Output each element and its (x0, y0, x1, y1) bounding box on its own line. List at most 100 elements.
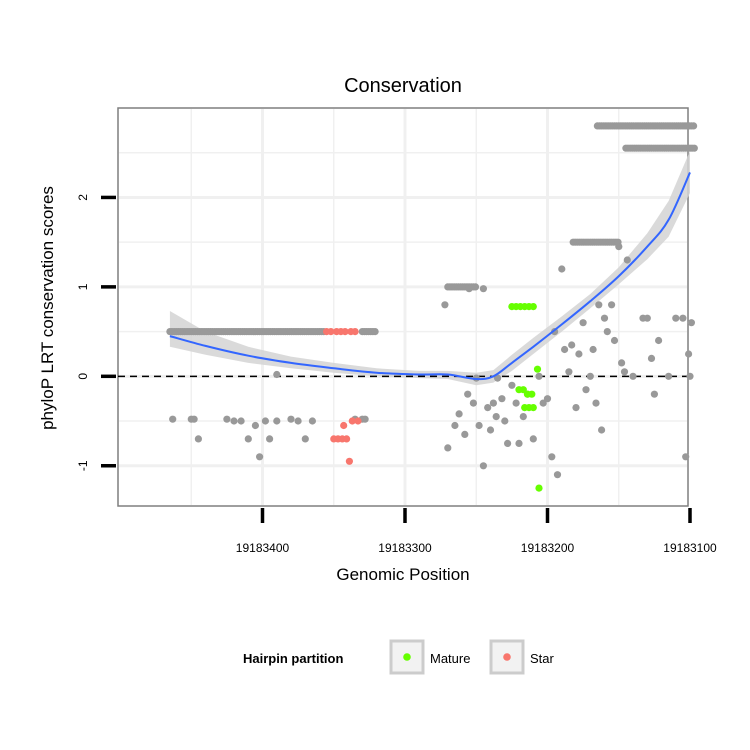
data-point-other (690, 122, 698, 130)
data-point-other (441, 301, 449, 309)
data-point-other (455, 410, 463, 418)
data-point-other (251, 421, 259, 430)
data-point-other (190, 415, 198, 423)
data-point-other (623, 256, 631, 264)
legend-title: Hairpin partition (243, 651, 343, 666)
y-tick-label: -1 (76, 460, 90, 471)
x-axis-title: Genomic Position (336, 565, 469, 584)
data-point-other (469, 399, 477, 407)
legend-item-mature: Mature (389, 639, 470, 675)
data-point-mature (529, 303, 537, 311)
data-point-other (682, 453, 690, 461)
plot-panel (117, 107, 698, 507)
x-axis: 19183400 19183300 19183200 19183100 (236, 508, 717, 555)
plot-border (117, 107, 689, 507)
data-point-other (589, 345, 597, 354)
smooth-curve (169, 171, 691, 381)
data-point-other (479, 285, 487, 293)
data-point-star (351, 328, 359, 336)
data-point-other (504, 439, 512, 447)
data-point-other (371, 328, 379, 336)
data-point-other (647, 354, 656, 362)
data-point-other (608, 301, 616, 309)
data-points (166, 122, 698, 492)
data-point-other (244, 435, 252, 443)
data-point-other (515, 439, 523, 447)
data-point-star (348, 417, 356, 425)
data-point-other (484, 404, 492, 412)
legend-dot-star (503, 653, 511, 661)
data-point-other (444, 444, 452, 452)
data-point-mature (528, 390, 536, 398)
data-point-other (679, 314, 687, 322)
data-point-other (615, 243, 623, 251)
y-tick-label: 0 (76, 373, 90, 380)
data-point-other (565, 368, 573, 376)
data-point-other (539, 399, 547, 407)
data-point-mature (535, 484, 543, 492)
data-point-star (345, 457, 353, 465)
data-point-other (672, 314, 680, 322)
data-point-other (287, 415, 295, 423)
data-point-other (464, 390, 472, 398)
legend-label-star: Star (530, 651, 555, 666)
data-point-other (561, 345, 569, 354)
data-point-other (461, 430, 469, 438)
data-point-other (519, 413, 527, 421)
data-point-other (308, 417, 316, 425)
data-point-other (568, 341, 576, 349)
data-point-other (690, 144, 698, 152)
data-point-star (354, 417, 362, 425)
data-point-other (643, 314, 651, 322)
data-point-other (572, 404, 580, 412)
data-point-other (451, 421, 459, 430)
data-point-other (273, 370, 281, 379)
data-point-other (535, 372, 543, 380)
data-point-mature (533, 365, 542, 373)
data-point-other (579, 319, 587, 327)
y-axis-title: phyloP LRT conservation scores (38, 186, 57, 430)
data-point-other (494, 374, 502, 382)
data-point-other (471, 283, 480, 291)
legend: Hairpin partition Mature Star (243, 639, 555, 675)
legend-item-star: Star (489, 639, 555, 675)
data-point-other (548, 453, 556, 461)
x-tick-label: 19183400 (236, 541, 290, 555)
data-point-other (592, 399, 600, 407)
data-point-other (266, 435, 274, 443)
data-point-other (553, 471, 562, 479)
data-point-other (603, 328, 611, 336)
data-point-star (341, 328, 349, 336)
smooth-trend-line (169, 171, 691, 381)
data-point-other (665, 372, 673, 380)
data-point-other (512, 399, 520, 407)
x-tick-label: 19183300 (378, 541, 432, 555)
data-point-other (475, 421, 483, 430)
data-point-other (598, 426, 606, 434)
data-point-other (261, 417, 269, 425)
x-tick-label: 19183100 (663, 541, 717, 555)
data-point-star (327, 328, 335, 336)
data-point-other (686, 372, 694, 380)
data-point-other (543, 395, 552, 403)
data-point-other (194, 435, 202, 443)
data-point-other (508, 381, 516, 389)
data-point-other (650, 390, 659, 398)
data-point-other (465, 285, 473, 293)
data-point-other (655, 336, 663, 345)
data-point-other (501, 417, 509, 425)
legend-dot-mature (403, 653, 411, 661)
data-point-other (301, 435, 309, 443)
data-point-other (479, 462, 487, 470)
legend-label-mature: Mature (430, 651, 470, 666)
data-point-other (558, 265, 566, 273)
chart-title: Conservation (344, 75, 462, 97)
data-point-other (618, 359, 626, 367)
data-point-other (492, 413, 500, 421)
data-point-other (489, 399, 497, 407)
data-point-other (600, 314, 609, 322)
x-tick-label: 19183200 (521, 541, 575, 555)
data-point-other (256, 453, 264, 461)
data-point-star (340, 421, 348, 430)
